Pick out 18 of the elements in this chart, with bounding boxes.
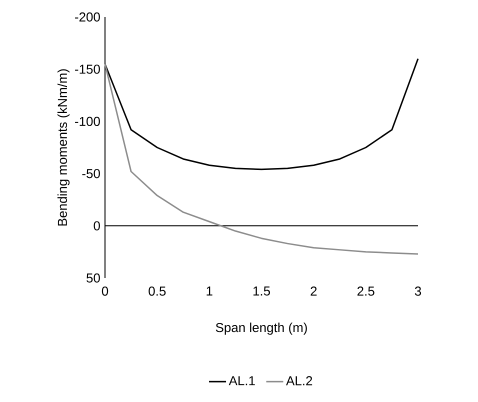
legend-label: AL.2: [286, 376, 312, 386]
y-tick-label: 0: [94, 221, 100, 230]
x-tick-label: 0: [102, 286, 108, 296]
x-tick-label: 3: [414, 286, 422, 296]
x-axis-title: Span length (m): [216, 322, 307, 335]
x-tick-label: 2: [310, 286, 317, 296]
line-series: [104, 63, 419, 255]
y-tick-label: -50: [82, 169, 100, 178]
y-tick-label: -200: [75, 12, 100, 22]
x-tick-label: 2.5: [357, 286, 374, 296]
y-tick-label: -150: [75, 64, 100, 74]
y-axis-title: Bending moments (kNm/m): [57, 69, 70, 226]
x-tick-label: 1.5: [253, 286, 270, 296]
x-tick-label: 0.5: [148, 286, 166, 296]
x-tick-label: 1: [206, 286, 212, 296]
y-tick-label: -100: [75, 116, 100, 126]
legend-label: AL.1: [228, 376, 255, 386]
y-tick-label: 50: [86, 273, 100, 283]
